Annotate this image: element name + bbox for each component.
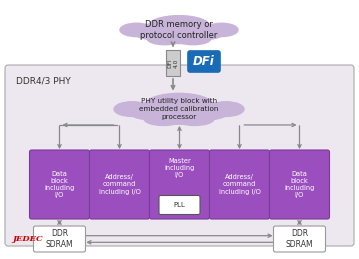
FancyBboxPatch shape [5,65,354,246]
Ellipse shape [128,102,178,120]
FancyBboxPatch shape [149,150,210,219]
Text: Master
including
I/O: Master including I/O [164,158,195,178]
FancyBboxPatch shape [159,196,200,214]
Text: DFI
4.0: DFI 4.0 [168,58,178,68]
Ellipse shape [180,24,225,40]
Ellipse shape [175,112,214,125]
FancyBboxPatch shape [188,51,220,72]
FancyBboxPatch shape [210,150,270,219]
Ellipse shape [144,112,183,125]
Ellipse shape [208,102,244,117]
Text: DDR
SDRAM: DDR SDRAM [286,229,313,249]
Ellipse shape [205,23,238,37]
Text: Address/
command
including I/O: Address/ command including I/O [219,174,260,195]
FancyBboxPatch shape [89,150,149,219]
Ellipse shape [120,23,153,37]
Text: PHY utility block with
embedded calibration
processor: PHY utility block with embedded calibrat… [139,98,219,119]
Ellipse shape [176,33,211,45]
Ellipse shape [153,28,205,44]
FancyBboxPatch shape [274,226,326,252]
Text: PLL: PLL [173,202,186,208]
Text: DFi: DFi [193,55,215,68]
Ellipse shape [147,33,182,45]
Ellipse shape [180,102,230,120]
FancyBboxPatch shape [166,50,180,76]
Ellipse shape [148,16,210,37]
FancyBboxPatch shape [270,150,330,219]
Ellipse shape [114,102,150,117]
Text: Address/
command
including I/O: Address/ command including I/O [99,174,140,195]
Text: Data
block
including
I/O: Data block including I/O [284,171,315,198]
Text: DDR
SDRAM: DDR SDRAM [46,229,73,249]
Ellipse shape [145,93,213,117]
Text: DDR memory or
protocol controller: DDR memory or protocol controller [140,20,218,40]
Text: DDR4/3 PHY: DDR4/3 PHY [16,76,71,85]
FancyBboxPatch shape [29,150,89,219]
Ellipse shape [150,107,208,124]
FancyBboxPatch shape [33,226,85,252]
Ellipse shape [133,24,178,40]
Text: JEDEC: JEDEC [12,235,43,243]
Text: Data
block
including
I/O: Data block including I/O [44,171,75,198]
